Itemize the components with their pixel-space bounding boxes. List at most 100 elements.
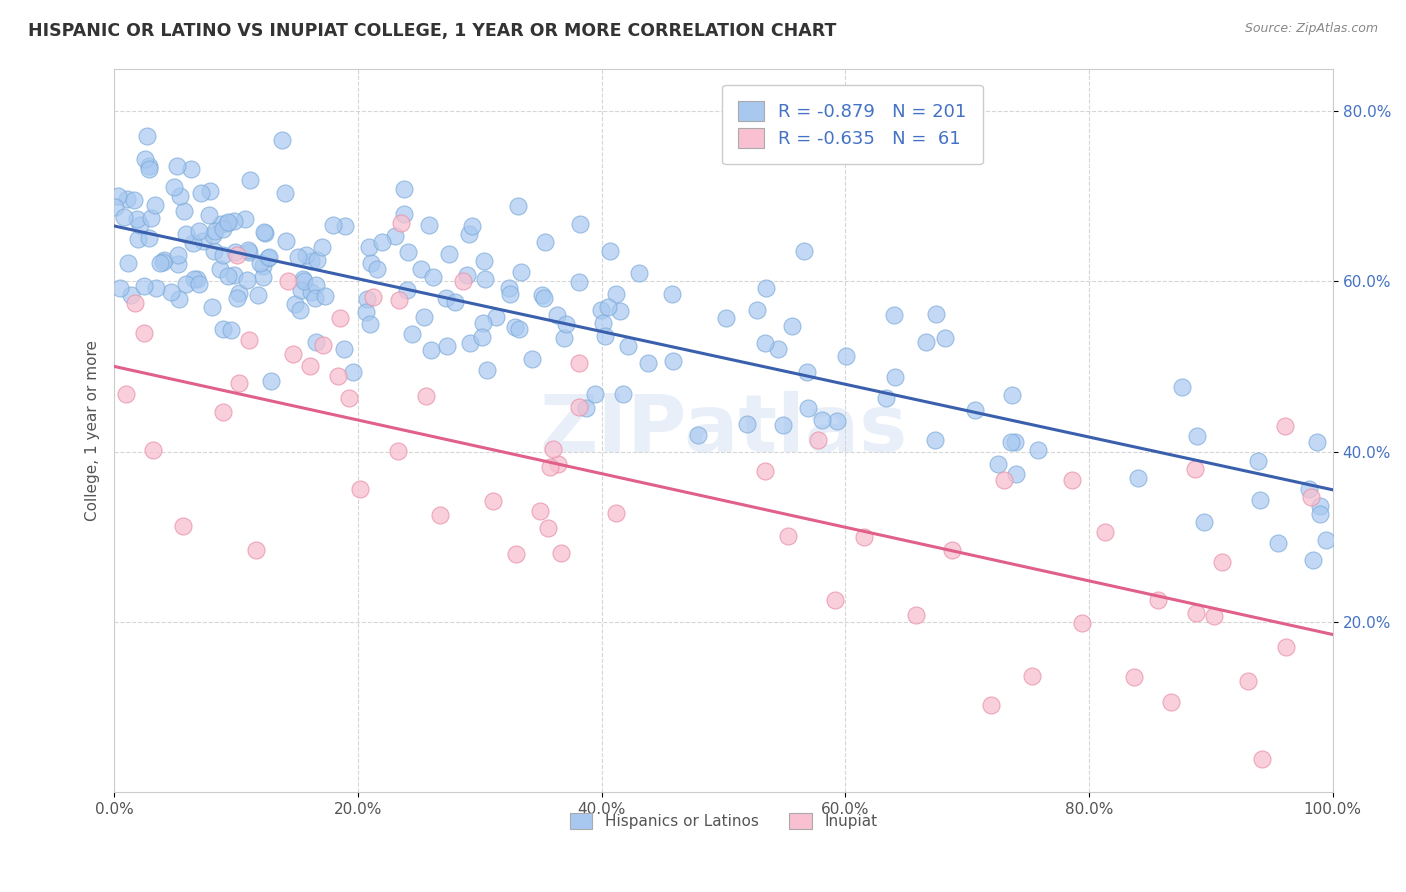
Point: [591, 303, 613, 318]
Point: [474, 271, 496, 285]
Point: [221, 323, 243, 337]
Point: [211, 248, 233, 262]
Point: [472, 254, 495, 268]
Point: [209, 218, 232, 232]
Point: [599, 244, 621, 258]
Point: [1274, 419, 1296, 434]
Point: [190, 186, 212, 201]
Point: [127, 232, 149, 246]
Point: [211, 322, 233, 336]
Point: [292, 274, 315, 288]
Point: [167, 256, 190, 270]
Point: [104, 200, 127, 214]
Point: [875, 391, 897, 405]
Point: [208, 262, 231, 277]
Point: [661, 286, 683, 301]
Point: [429, 508, 451, 522]
Point: [605, 286, 627, 301]
Point: [322, 218, 344, 232]
Point: [329, 310, 352, 325]
Point: [568, 356, 591, 370]
Point: [198, 208, 221, 222]
Point: [217, 216, 239, 230]
Point: [550, 546, 572, 560]
Point: [436, 339, 458, 353]
Point: [238, 245, 260, 260]
Point: [458, 335, 481, 350]
Point: [941, 543, 963, 558]
Point: [183, 271, 205, 285]
Point: [122, 193, 145, 207]
Point: [1147, 593, 1170, 607]
Text: Source: ZipAtlas.com: Source: ZipAtlas.com: [1244, 22, 1378, 36]
Point: [252, 260, 274, 274]
Point: [1185, 429, 1208, 443]
Point: [117, 256, 139, 270]
Point: [120, 288, 142, 302]
Point: [1123, 669, 1146, 683]
Point: [568, 401, 591, 415]
Point: [166, 159, 188, 173]
Point: [388, 293, 411, 307]
Text: HISPANIC OR LATINO VS INUPIAT COLLEGE, 1 YEAR OR MORE CORRELATION CHART: HISPANIC OR LATINO VS INUPIAT COLLEGE, 1…: [28, 22, 837, 40]
Point: [575, 401, 598, 416]
Point: [163, 179, 186, 194]
Point: [201, 300, 224, 314]
Point: [139, 211, 162, 226]
Point: [174, 227, 197, 241]
Point: [245, 542, 267, 557]
Point: [173, 203, 195, 218]
Point: [384, 228, 406, 243]
Point: [778, 529, 800, 543]
Point: [224, 214, 246, 228]
Point: [538, 460, 561, 475]
Point: [627, 266, 650, 280]
Point: [883, 370, 905, 384]
Point: [212, 405, 235, 419]
Point: [1309, 507, 1331, 521]
Point: [411, 261, 433, 276]
Point: [529, 504, 551, 518]
Point: [533, 291, 555, 305]
Point: [583, 386, 606, 401]
Point: [1302, 553, 1324, 567]
Point: [617, 339, 640, 353]
Point: [274, 186, 297, 200]
Point: [1004, 435, 1026, 450]
Point: [202, 244, 225, 259]
Point: [311, 240, 333, 254]
Point: [1171, 380, 1194, 394]
Point: [547, 457, 569, 471]
Point: [145, 197, 167, 211]
Point: [605, 506, 627, 520]
Point: [169, 189, 191, 203]
Point: [458, 227, 481, 242]
Point: [510, 265, 533, 279]
Point: [349, 482, 371, 496]
Legend: Hispanics or Latinos, Inupiat: Hispanics or Latinos, Inupiat: [564, 806, 883, 835]
Point: [142, 443, 165, 458]
Point: [152, 255, 174, 269]
Point: [188, 277, 211, 292]
Point: [1275, 640, 1298, 654]
Point: [827, 414, 849, 428]
Point: [288, 303, 311, 318]
Point: [1062, 473, 1084, 487]
Point: [754, 336, 776, 351]
Point: [233, 212, 256, 227]
Point: [115, 192, 138, 206]
Point: [598, 300, 620, 314]
Point: [160, 285, 183, 299]
Point: [292, 272, 315, 286]
Point: [132, 326, 155, 341]
Point: [485, 310, 508, 324]
Point: [508, 321, 530, 335]
Point: [305, 253, 328, 268]
Point: [1126, 471, 1149, 485]
Point: [1185, 606, 1208, 620]
Point: [1305, 434, 1327, 449]
Point: [609, 304, 631, 318]
Point: [1000, 434, 1022, 449]
Point: [305, 277, 328, 292]
Point: [965, 403, 987, 417]
